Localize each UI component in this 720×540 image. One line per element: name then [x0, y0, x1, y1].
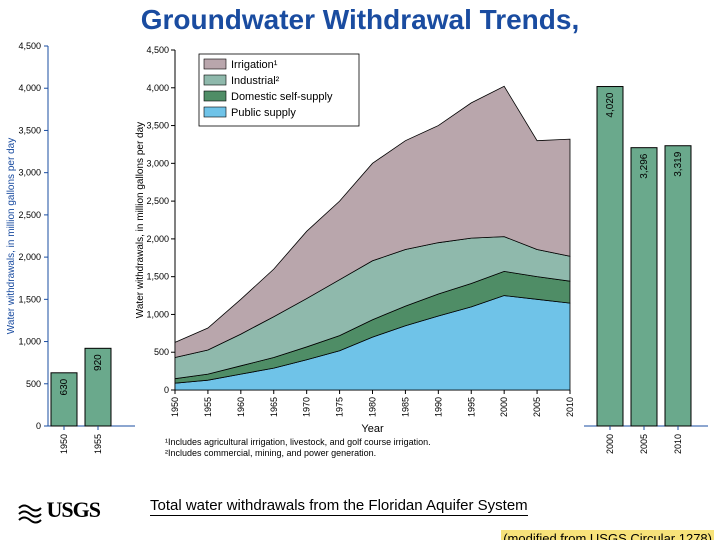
legend-label: Irrigation¹ — [231, 59, 278, 71]
svg-text:Year: Year — [361, 423, 384, 435]
svg-text:1955: 1955 — [203, 397, 213, 417]
svg-text:1990: 1990 — [433, 397, 443, 417]
svg-text:2,000: 2,000 — [18, 252, 41, 262]
svg-text:2,000: 2,000 — [146, 234, 169, 244]
usgs-logo: USGS — [18, 497, 100, 524]
chart-svg: 0 500 1,000 1,500 2,000 2,500 3,000 3,500 4,000 4… — [0, 36, 720, 491]
legend-swatch — [204, 59, 226, 69]
svg-text:2005: 2005 — [532, 397, 542, 417]
legend-swatch — [204, 75, 226, 85]
svg-text:1980: 1980 — [368, 397, 378, 417]
bar-x-label: 2010 — [673, 434, 683, 454]
svg-text:1960: 1960 — [236, 397, 246, 417]
svg-text:1970: 1970 — [302, 397, 312, 417]
bar-value-label: 630 — [59, 378, 70, 395]
svg-text:4,000: 4,000 — [146, 83, 169, 93]
svg-text:2,500: 2,500 — [18, 210, 41, 220]
svg-text:0: 0 — [36, 421, 41, 431]
caption-main: Total water withdrawals from the Florida… — [150, 497, 528, 516]
svg-text:3,500: 3,500 — [18, 125, 41, 135]
svg-text:1975: 1975 — [335, 397, 345, 417]
svg-text:Water withdrawals, in million: Water withdrawals, in million gallons pe… — [135, 122, 146, 318]
svg-text:0: 0 — [164, 385, 169, 395]
svg-text:1995: 1995 — [466, 397, 476, 417]
svg-text:1950: 1950 — [170, 397, 180, 417]
legend-label: Public supply — [231, 107, 296, 119]
svg-text:2,500: 2,500 — [146, 196, 169, 206]
caption-source: (modified from USGS Circular 1278) — [501, 530, 714, 540]
chart-area: 0 500 1,000 1,500 2,000 2,500 3,000 3,500 4,000 4… — [0, 36, 720, 491]
svg-text:1,500: 1,500 — [18, 294, 41, 304]
legend-label: Industrial² — [231, 75, 280, 87]
caption-area: USGS Total water withdrawals from the Fl… — [0, 491, 720, 540]
legend-swatch — [204, 107, 226, 117]
svg-text:1,500: 1,500 — [146, 272, 169, 282]
outer-bar — [665, 146, 691, 426]
footnote: ²Includes commercial, mining, and power … — [165, 448, 376, 458]
footnote: ¹Includes agricultural irrigation, lives… — [165, 437, 431, 447]
bar-x-label: 1955 — [93, 434, 103, 454]
bar-x-label: 1950 — [59, 434, 69, 454]
svg-text:500: 500 — [26, 379, 41, 389]
bar-x-label: 2005 — [639, 434, 649, 454]
outer-bar — [631, 148, 657, 426]
svg-text:3,000: 3,000 — [146, 158, 169, 168]
bar-x-label: 2000 — [605, 434, 615, 454]
bar-value-label: 3,319 — [673, 151, 684, 176]
outer-bar — [597, 87, 623, 426]
svg-text:1,000: 1,000 — [18, 337, 41, 347]
page-title: Groundwater Withdrawal Trends, — [0, 4, 720, 36]
svg-text:500: 500 — [154, 347, 169, 357]
bar-value-label: 3,296 — [639, 153, 650, 178]
svg-text:3,500: 3,500 — [146, 121, 169, 131]
usgs-text: USGS — [46, 497, 99, 522]
svg-text:1985: 1985 — [400, 397, 410, 417]
bar-value-label: 4,020 — [605, 92, 616, 117]
bar-value-label: 920 — [93, 354, 104, 371]
svg-text:2010: 2010 — [565, 397, 575, 417]
svg-text:Water withdrawals, in million: Water withdrawals, in million gallons pe… — [6, 138, 17, 334]
svg-text:2000: 2000 — [499, 397, 509, 417]
usgs-wave-icon — [18, 502, 42, 524]
svg-text:3,000: 3,000 — [18, 168, 41, 178]
svg-text:4,500: 4,500 — [146, 45, 169, 55]
svg-text:4,500: 4,500 — [18, 41, 41, 51]
svg-text:4,000: 4,000 — [18, 83, 41, 93]
svg-text:1965: 1965 — [269, 397, 279, 417]
legend-swatch — [204, 91, 226, 101]
svg-text:1,000: 1,000 — [146, 309, 169, 319]
legend-label: Domestic self-supply — [231, 91, 333, 103]
